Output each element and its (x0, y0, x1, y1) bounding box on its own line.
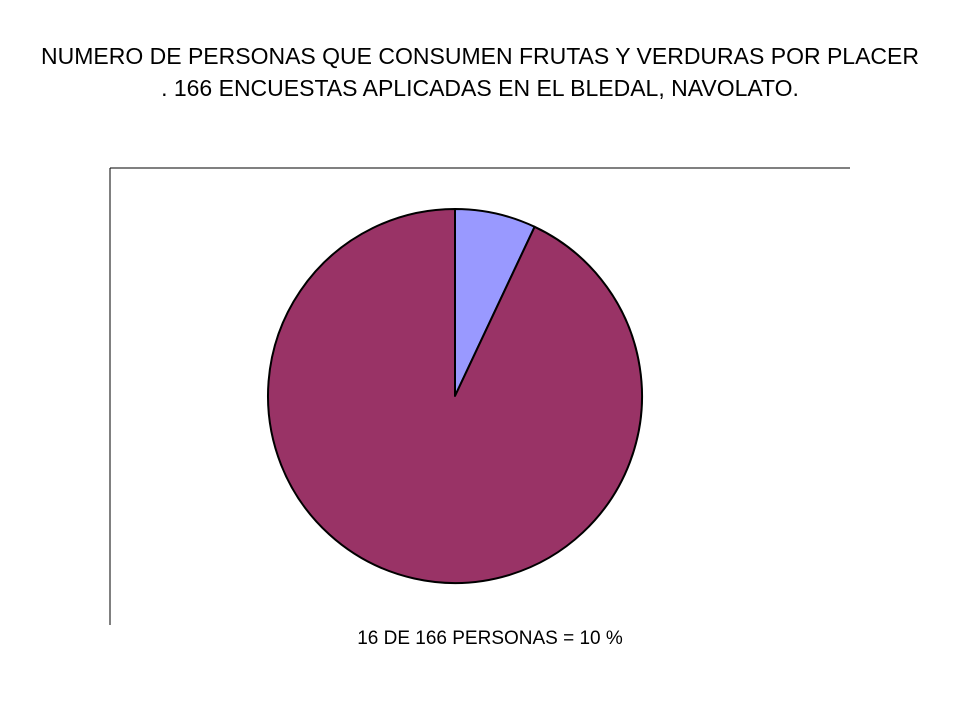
annotation: 16 DE 166 PERSONAS = 10 % (357, 628, 623, 649)
pie-slice (267, 208, 643, 584)
chart-title: NUMERO DE PERSONAS QUE CONSUMEN FRUTAS Y… (41, 43, 919, 101)
